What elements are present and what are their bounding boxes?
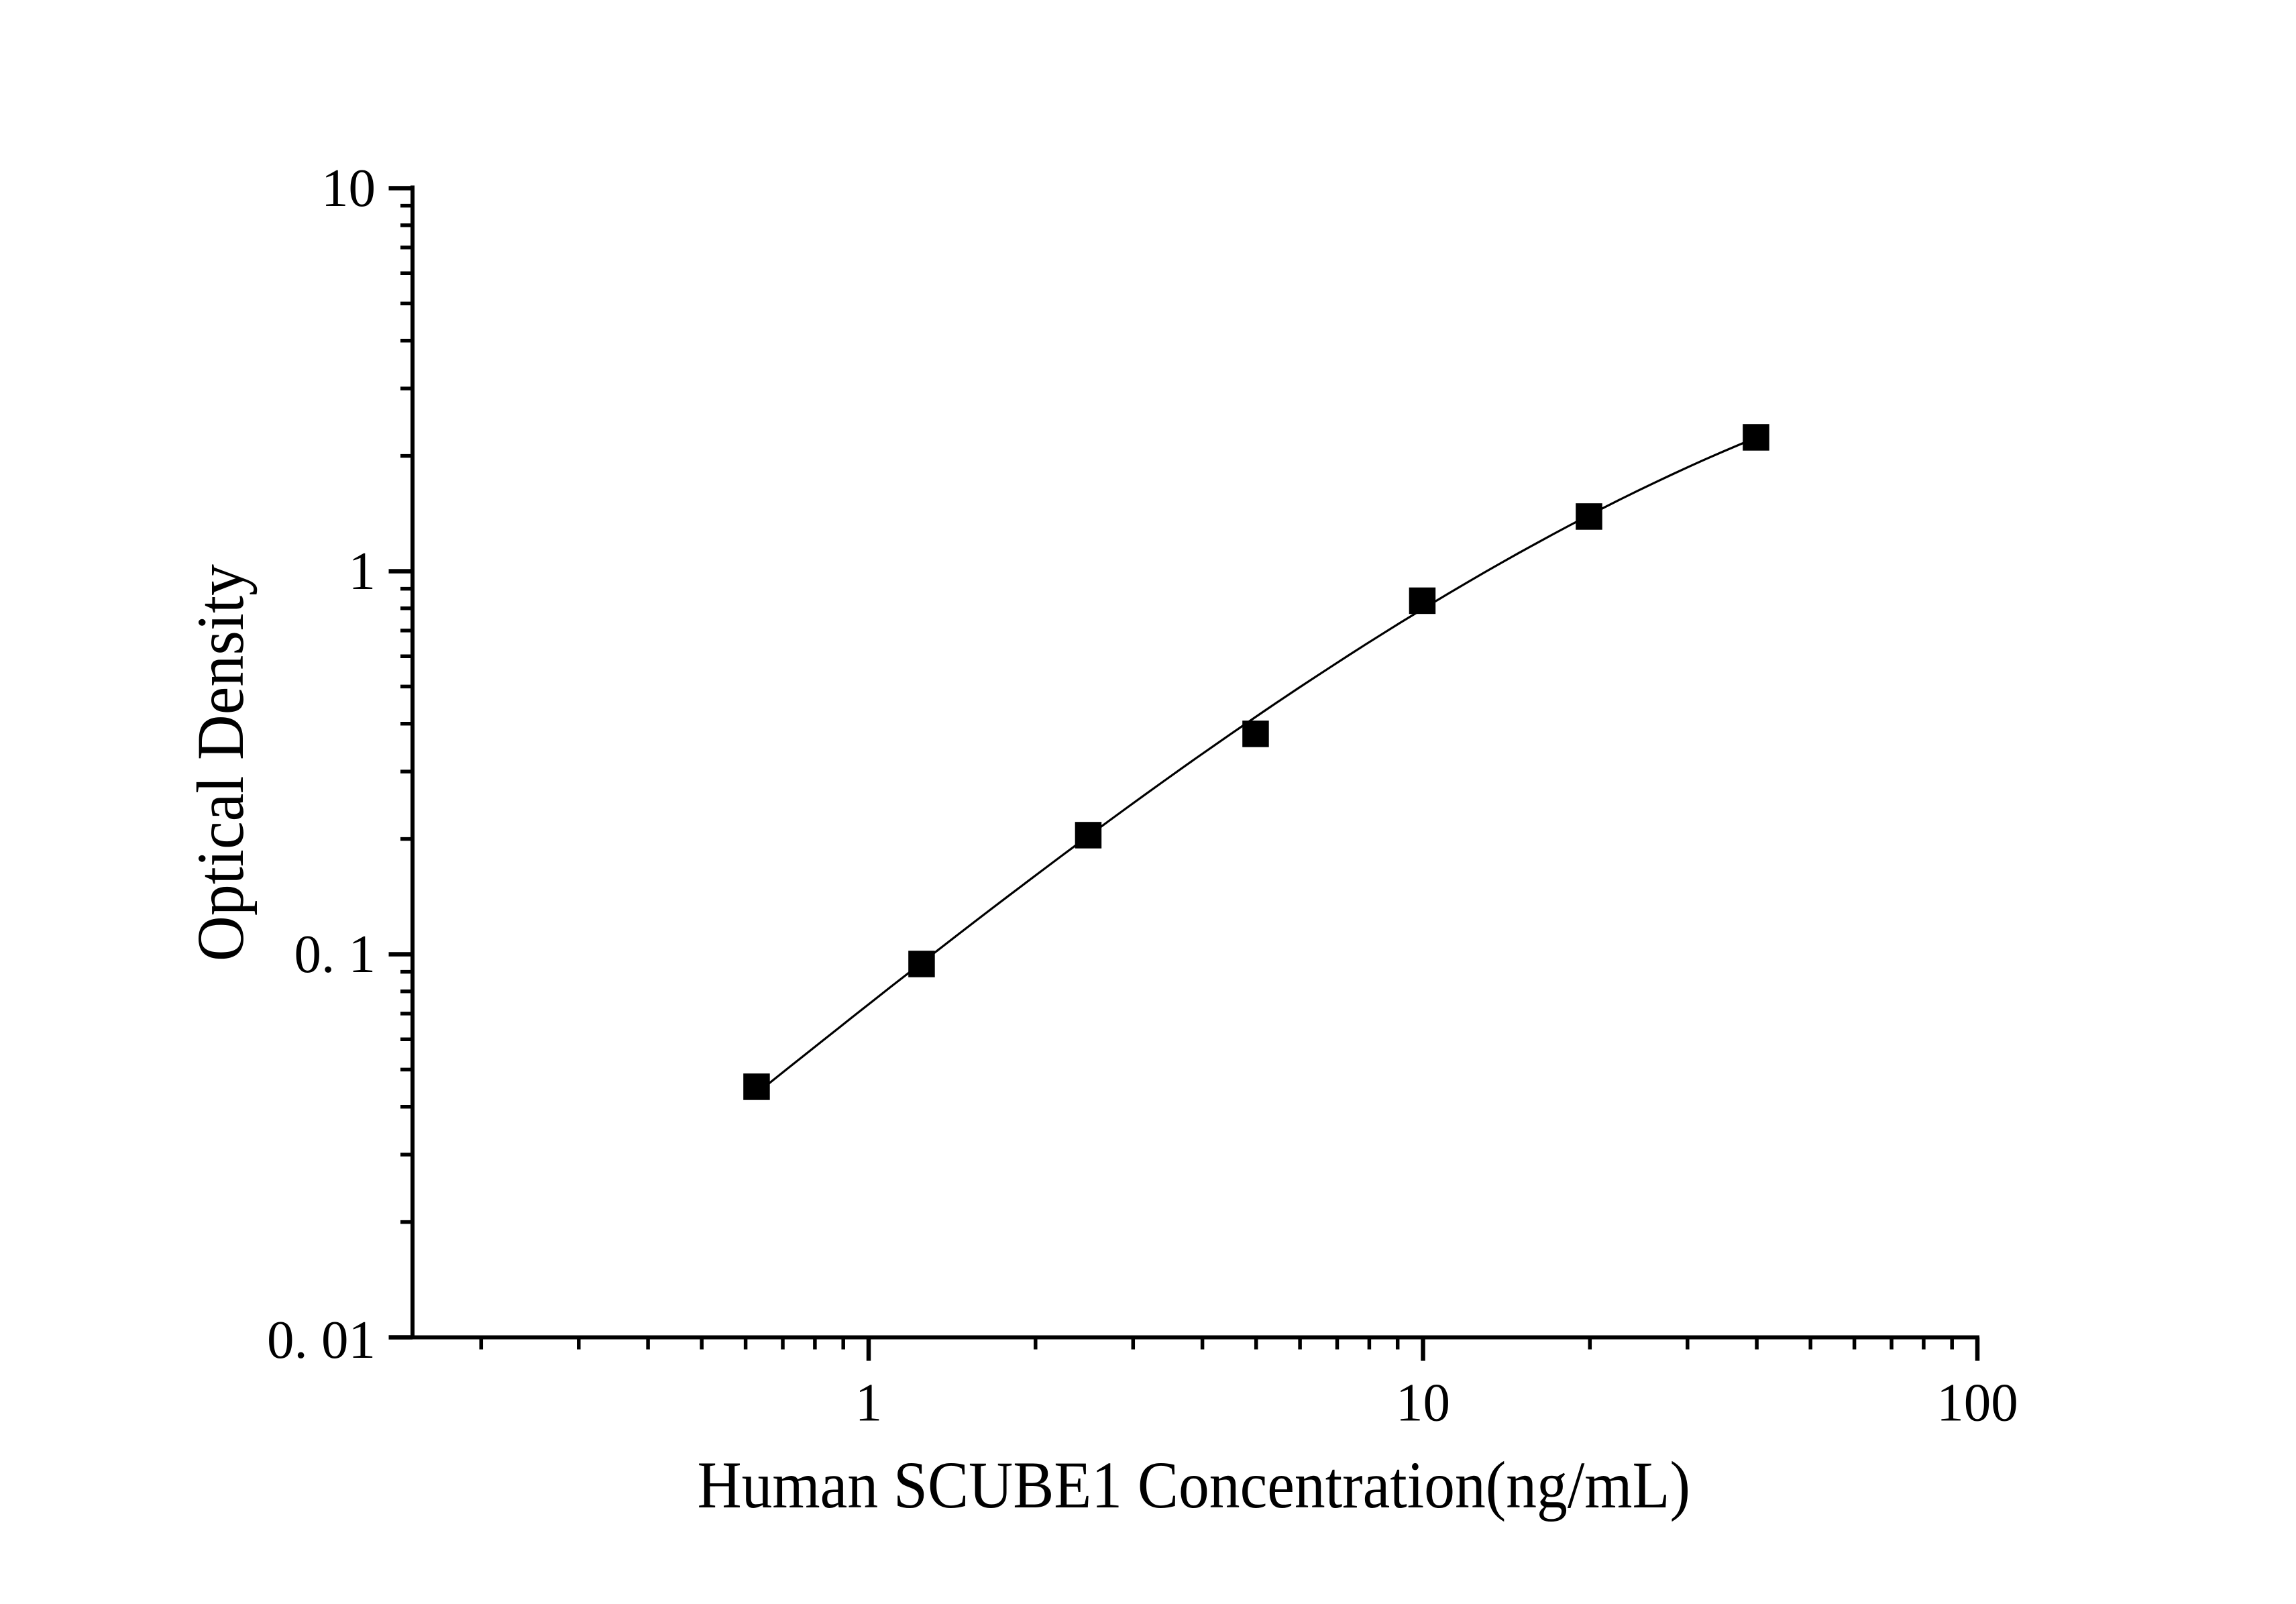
- svg-text:1: 1: [855, 1373, 883, 1433]
- svg-text:10: 10: [321, 158, 376, 218]
- svg-text:0. 1: 0. 1: [294, 924, 376, 984]
- svg-text:Human SCUBE1 Concentration(ng/: Human SCUBE1 Concentration(ng/mL): [698, 1448, 1691, 1522]
- svg-text:Optical Density: Optical Density: [183, 564, 258, 961]
- svg-text:10: 10: [1396, 1373, 1450, 1433]
- svg-text:1: 1: [349, 541, 376, 601]
- svg-text:100: 100: [1936, 1373, 2018, 1433]
- svg-text:0. 01: 0. 01: [267, 1309, 376, 1370]
